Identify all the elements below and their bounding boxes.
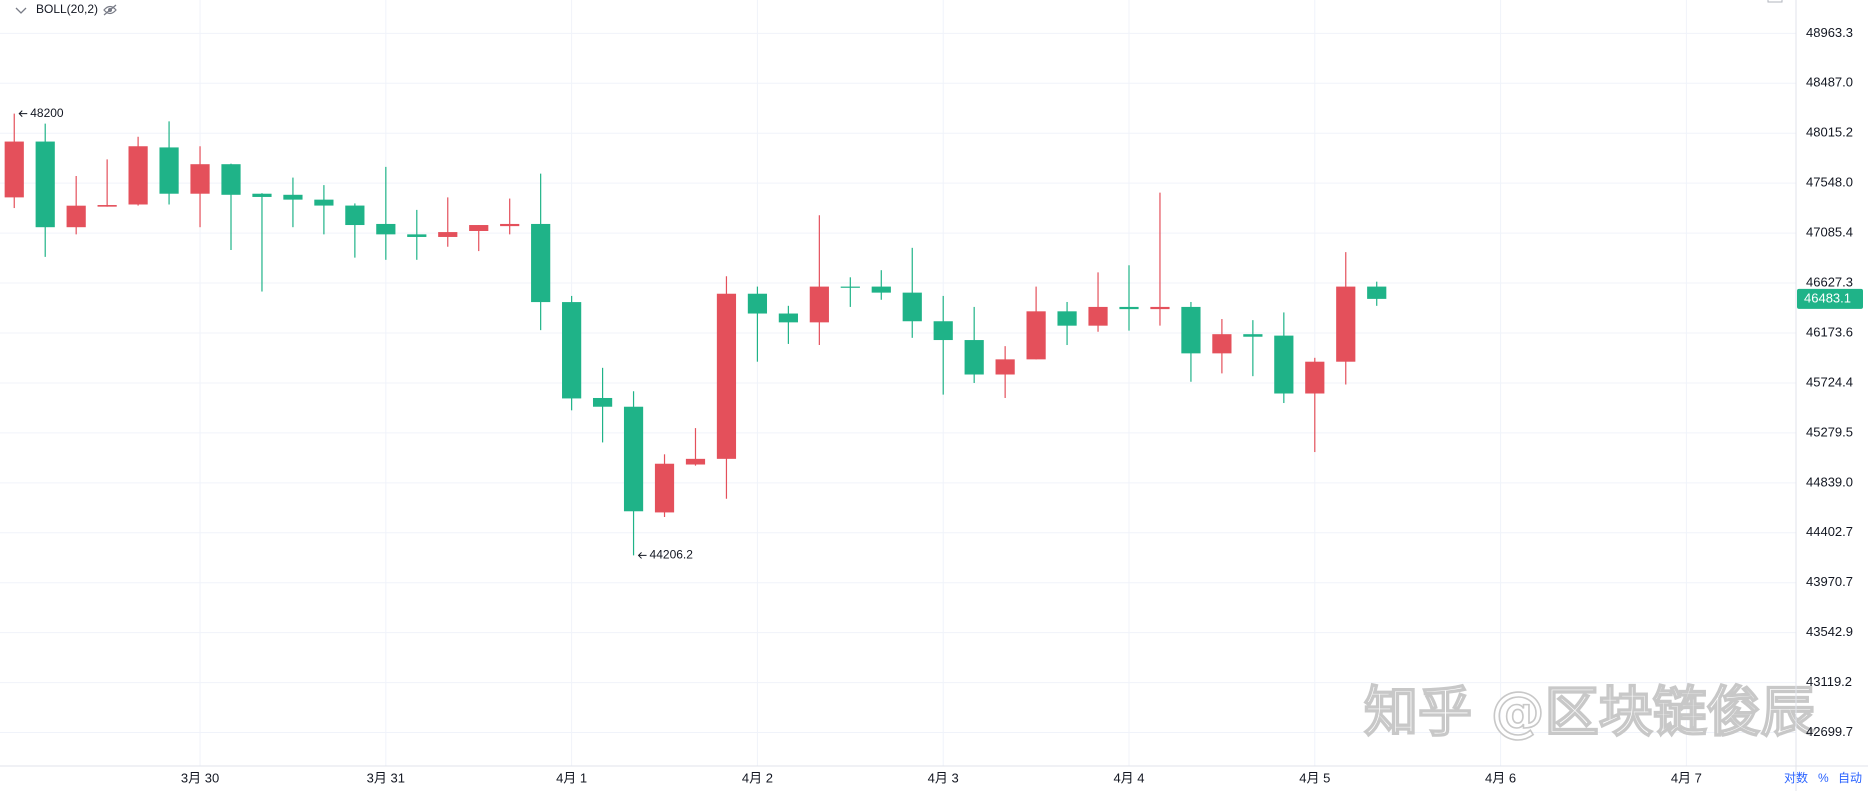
scale-button[interactable]: 对数 [1784, 770, 1808, 785]
candle-body [35, 141, 55, 228]
candle-body [1212, 334, 1232, 354]
last-price-label: 46483.1 [1804, 290, 1851, 305]
visibility-icon[interactable] [103, 4, 117, 16]
candle-body [1119, 306, 1139, 310]
y-tick-label: 43542.9 [1806, 624, 1853, 639]
x-tick-label: 4月 1 [556, 770, 587, 785]
last-price-box [1797, 288, 1863, 309]
candle-body [283, 194, 303, 200]
x-tick-label: 4月 3 [928, 770, 959, 785]
candle-body [1150, 306, 1170, 310]
candle-body [964, 340, 984, 375]
candle-body [252, 193, 272, 197]
candle-body [995, 359, 1015, 375]
candle-body [1057, 311, 1077, 326]
candle-body [314, 199, 334, 206]
candle-body [500, 223, 520, 227]
y-tick-label: 48963.3 [1806, 25, 1853, 40]
y-tick-label: 43970.7 [1806, 574, 1853, 589]
plot [4, 113, 1387, 556]
candle-body [654, 463, 675, 513]
extreme-arrow [637, 552, 647, 559]
candle-body [190, 164, 210, 194]
candle-body [407, 234, 427, 237]
scale-button[interactable]: % [1818, 771, 1829, 785]
candle-body [592, 397, 613, 407]
candle-body [1367, 286, 1387, 299]
candle-body [1026, 311, 1046, 360]
candle-body [716, 293, 737, 459]
candle-body [345, 205, 365, 226]
settings-box[interactable] [1767, 0, 1783, 3]
candle-body [1181, 306, 1201, 354]
y-tick-label: 43119.2 [1806, 674, 1852, 689]
extreme-label: 48200 [30, 106, 64, 120]
indicator-label: BOLL(20,2) [36, 2, 98, 16]
candle-body [97, 205, 117, 207]
x-tick-label: 4月 6 [1485, 770, 1516, 785]
extreme-arrow [18, 110, 28, 117]
x-tick-label: 4月 2 [742, 770, 773, 785]
candle-body [871, 286, 891, 293]
candle-body [1088, 306, 1108, 326]
y-tick-label: 48487.0 [1806, 75, 1853, 90]
extreme-label: 44206.2 [650, 548, 694, 562]
candle-body [1274, 335, 1294, 394]
y-tick-label: 47548.0 [1806, 175, 1853, 190]
y-tick-label: 46627.3 [1806, 274, 1853, 289]
candle-body [66, 205, 86, 228]
y-tick-label: 45724.4 [1806, 374, 1853, 389]
candle-body [469, 225, 489, 231]
candle-body [4, 141, 24, 198]
y-tick-label: 45279.5 [1806, 424, 1853, 439]
candle-body [623, 406, 644, 512]
x-tick-label: 4月 4 [1113, 770, 1144, 785]
x-tick-label: 4月 7 [1671, 770, 1702, 785]
candle-body [1305, 361, 1325, 394]
candle-body [159, 147, 179, 194]
x-tick-label: 3月 31 [367, 770, 405, 785]
x-tick-label: 4月 5 [1299, 770, 1330, 785]
candle-body [778, 313, 798, 323]
candle-body [840, 286, 860, 288]
candle-body [562, 302, 582, 399]
x-tick-label: 3月 30 [181, 770, 219, 785]
candle-body [376, 223, 396, 235]
candle-body [809, 286, 829, 323]
watermark: 知乎 @区块链俊辰 [1364, 681, 1815, 744]
collapse-chevron[interactable] [15, 7, 27, 14]
y-tick-label: 44402.7 [1806, 524, 1853, 539]
candle-body [1243, 334, 1263, 337]
candle-body [221, 164, 241, 195]
y-tick-label: 42699.7 [1806, 724, 1853, 739]
candle-body [902, 292, 922, 322]
candle-body [747, 293, 768, 314]
y-tick-label: 47085.4 [1806, 225, 1853, 240]
candle-body [933, 321, 953, 341]
candle-body [1336, 286, 1356, 362]
y-tick-label: 44839.0 [1806, 474, 1853, 489]
y-tick-label: 48015.2 [1806, 125, 1853, 140]
candle-body [531, 223, 551, 303]
indicator-legend: BOLL(20,2) [15, 2, 117, 16]
scale-button[interactable]: 自动 [1838, 771, 1862, 785]
candle-body [128, 146, 148, 205]
candle-body [438, 232, 458, 237]
y-tick-label: 46173.6 [1806, 324, 1853, 339]
candle-body [685, 458, 706, 465]
